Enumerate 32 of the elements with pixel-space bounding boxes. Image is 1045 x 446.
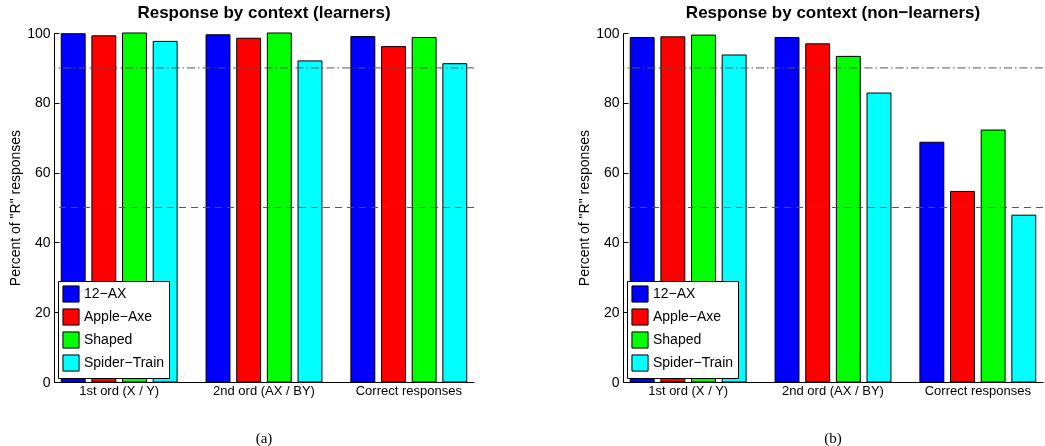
x-tick-label: Correct responses <box>355 382 463 398</box>
y-axis-title: Percent of "R" responses <box>576 129 593 287</box>
y-tick-label: 80 <box>603 94 620 111</box>
legend-label: Shaped <box>653 331 702 347</box>
y-tick-label: 0 <box>611 373 620 390</box>
y-tick-label: 60 <box>603 164 620 181</box>
legend-label: Apple−Axe <box>653 308 722 324</box>
x-tick-label: 1st ord (X / Y) <box>648 382 729 398</box>
text: (b) <box>824 430 842 446</box>
y-tick-label: 100 <box>27 24 51 41</box>
y-axis-title: Percent of "R" responses <box>7 129 24 287</box>
legend-label: Spider−Train <box>84 354 165 370</box>
x-tick-label: 1st ord (X / Y) <box>79 382 160 398</box>
y-tick-label: 80 <box>34 94 51 111</box>
x-tick-label: 2nd ord (AX / BY) <box>213 382 315 398</box>
chart-title: Response by context (non−learners) <box>685 3 981 22</box>
legend-label: 12−AX <box>653 285 697 301</box>
chart-title: Response by context (learners) <box>137 3 391 22</box>
y-tick-label: 20 <box>603 303 620 320</box>
y-tick-label: 60 <box>34 164 51 181</box>
y-tick-label: 20 <box>34 303 51 320</box>
x-tick-label: 2nd ord (AX / BY) <box>782 382 884 398</box>
legend-label: Spider−Train <box>653 354 734 370</box>
y-tick-label: 40 <box>603 233 620 250</box>
y-tick-label: 100 <box>596 24 620 41</box>
y-tick-label: 0 <box>42 373 51 390</box>
x-tick-label: Correct responses <box>924 382 1032 398</box>
legend-label: Shaped <box>84 331 133 347</box>
text: (a) <box>255 430 273 446</box>
y-tick-label: 40 <box>34 233 51 250</box>
legend-label: 12−AX <box>84 285 128 301</box>
legend-label: Apple−Axe <box>84 308 153 324</box>
